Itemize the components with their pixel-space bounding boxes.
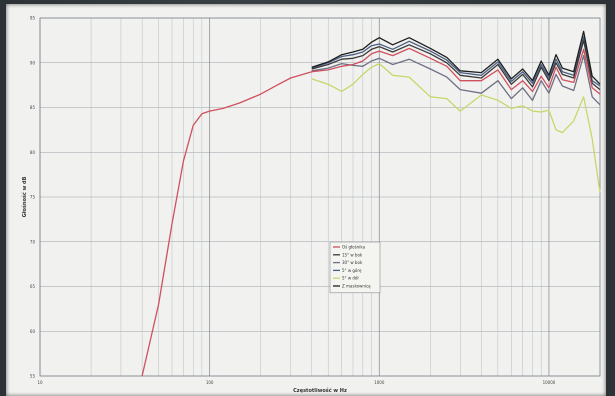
series-line-1 (311, 39, 601, 91)
y-tick-label: 55 (30, 374, 36, 379)
grid (39, 17, 601, 377)
legend: Oś głośnika 15° w bok 30° w bok 5° w górę 5°… (329, 241, 381, 294)
y-tick-label: 80 (30, 150, 36, 155)
y-axis-label: Głośność w dB (21, 176, 28, 217)
series-layer (141, 30, 601, 377)
y-tick-label: 65 (30, 284, 36, 289)
series-line-3 (311, 36, 601, 87)
y-tick-label: 70 (30, 239, 36, 244)
y-tick-label: 95 (30, 16, 36, 21)
x-axis-label: Częstotliwość w Hz (293, 387, 347, 394)
series-line-0 (141, 47, 601, 377)
axes (39, 17, 601, 377)
legend-box (329, 241, 381, 294)
legend-label: 5° w górę (342, 268, 362, 273)
series-line-5 (311, 30, 601, 85)
legend-label: Oś głośnika (342, 245, 366, 250)
y-tick-label: 85 (30, 105, 36, 110)
x-tick-label: 100 (206, 380, 214, 385)
x-tick-label: 10 (37, 380, 43, 385)
legend-label: 15° w bok (342, 252, 363, 257)
y-tick-label: 75 (30, 195, 36, 200)
legend-label: 5° w dół (342, 276, 359, 281)
series-line-4 (311, 62, 601, 193)
y-tick-label: 90 (30, 60, 36, 65)
legend-label: Z maskownicą (342, 284, 371, 289)
chart-paper (6, 4, 606, 396)
y-tick-label: 60 (30, 329, 36, 334)
plot-border (39, 17, 601, 377)
x-tick-label: 10000 (543, 380, 556, 385)
series-line-2 (311, 54, 601, 106)
legend-label: 30° w bok (342, 260, 363, 265)
x-tick-label: 1000 (374, 380, 385, 385)
